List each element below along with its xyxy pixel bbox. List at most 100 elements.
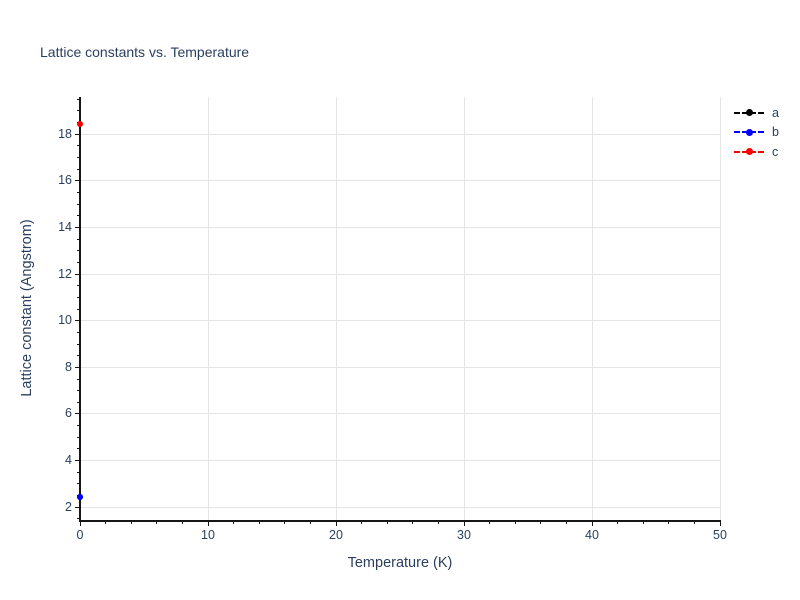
x-major-tick — [79, 520, 81, 526]
legend-marker-icon — [745, 128, 753, 136]
x-axis-line — [79, 520, 721, 522]
legend-label: a — [772, 105, 779, 120]
y-gridline — [80, 180, 720, 182]
y-minor-tick — [76, 98, 80, 100]
x-axis-title: Temperature (K) — [347, 555, 453, 571]
y-minor-tick — [76, 401, 80, 403]
y-minor-tick — [76, 110, 80, 112]
x-minor-tick — [642, 520, 644, 524]
y-gridline — [80, 133, 720, 135]
x-major-tick — [207, 520, 209, 526]
y-tick-label: 8 — [65, 359, 72, 374]
y-gridline — [80, 320, 720, 322]
x-minor-tick — [105, 520, 107, 524]
x-major-tick — [719, 520, 721, 526]
y-gridline — [80, 460, 720, 462]
y-axis-title: Lattice constant (Angstrom) — [19, 218, 35, 397]
y-minor-tick — [76, 238, 80, 240]
y-minor-tick — [76, 308, 80, 310]
y-minor-tick — [76, 343, 80, 345]
legend-item-c[interactable]: c — [734, 142, 779, 162]
x-tick-label: 20 — [329, 528, 343, 542]
x-minor-tick — [309, 520, 311, 524]
y-minor-tick — [76, 483, 80, 485]
y-minor-tick — [76, 145, 80, 147]
y-minor-tick — [76, 448, 80, 450]
legend-item-a[interactable]: a — [734, 103, 779, 123]
x-major-tick — [463, 520, 465, 526]
y-minor-tick — [76, 250, 80, 252]
x-gridline — [335, 97, 337, 520]
x-minor-tick — [540, 520, 542, 524]
y-tick-label: 12 — [58, 266, 72, 281]
legend-marker-icon — [745, 109, 753, 117]
x-minor-tick — [258, 520, 260, 524]
x-tick-label: 10 — [201, 528, 215, 542]
x-minor-tick — [668, 520, 670, 524]
legend-line-sample — [734, 148, 764, 156]
y-minor-tick — [76, 355, 80, 357]
x-minor-tick — [437, 520, 439, 524]
x-minor-tick — [361, 520, 363, 524]
y-minor-tick — [76, 331, 80, 333]
y-major-tick — [74, 273, 80, 275]
x-gridline — [719, 97, 721, 520]
y-major-tick — [74, 227, 80, 228]
y-major-tick — [74, 460, 80, 462]
x-minor-tick — [181, 520, 183, 524]
y-minor-tick — [76, 157, 80, 159]
y-axis-line — [79, 97, 81, 521]
chart-title: Lattice constants vs. Temperature — [40, 44, 250, 60]
x-tick-label: 0 — [76, 528, 84, 542]
y-tick-label: 16 — [58, 173, 72, 188]
x-minor-tick — [565, 520, 567, 524]
x-minor-tick — [412, 520, 414, 524]
y-minor-tick — [76, 518, 80, 520]
y-gridline — [80, 227, 720, 228]
legend-line-sample — [734, 128, 764, 136]
x-minor-tick — [284, 520, 286, 524]
x-minor-tick — [489, 520, 491, 524]
y-tick-label: 4 — [65, 453, 72, 468]
x-minor-tick — [617, 520, 619, 524]
y-minor-tick — [76, 261, 80, 263]
y-minor-tick — [76, 425, 80, 427]
y-major-tick — [74, 320, 80, 322]
y-gridline — [80, 366, 720, 368]
y-tick-label: 14 — [58, 220, 72, 234]
y-minor-tick — [76, 192, 80, 194]
y-minor-tick — [76, 436, 80, 438]
x-minor-tick — [156, 520, 158, 524]
x-tick-label: 50 — [713, 528, 727, 542]
y-tick-label: 2 — [65, 499, 72, 514]
x-minor-tick — [130, 520, 132, 524]
legend-item-b[interactable]: b — [734, 123, 779, 143]
y-minor-tick — [76, 390, 80, 392]
x-minor-tick — [386, 520, 388, 524]
x-minor-tick — [514, 520, 516, 524]
y-major-tick — [74, 366, 80, 368]
legend-line-sample — [734, 109, 764, 117]
x-major-tick — [335, 520, 337, 526]
y-gridline — [80, 413, 720, 415]
data-point-c[interactable] — [77, 120, 83, 127]
y-minor-tick — [76, 215, 80, 217]
y-gridline — [80, 273, 720, 275]
y-minor-tick — [76, 203, 80, 205]
plot-area[interactable] — [80, 97, 720, 520]
y-major-tick — [74, 180, 80, 182]
y-major-tick — [74, 413, 80, 415]
x-minor-tick — [693, 520, 695, 524]
legend-label: c — [772, 144, 779, 159]
x-gridline — [463, 97, 465, 520]
x-gridline — [591, 97, 593, 520]
x-gridline — [207, 97, 209, 520]
legend-marker-icon — [745, 148, 753, 156]
data-point-b[interactable] — [77, 493, 83, 500]
x-tick-label: 30 — [457, 528, 471, 542]
y-minor-tick — [76, 378, 80, 380]
y-minor-tick — [76, 296, 80, 298]
x-minor-tick — [233, 520, 235, 524]
